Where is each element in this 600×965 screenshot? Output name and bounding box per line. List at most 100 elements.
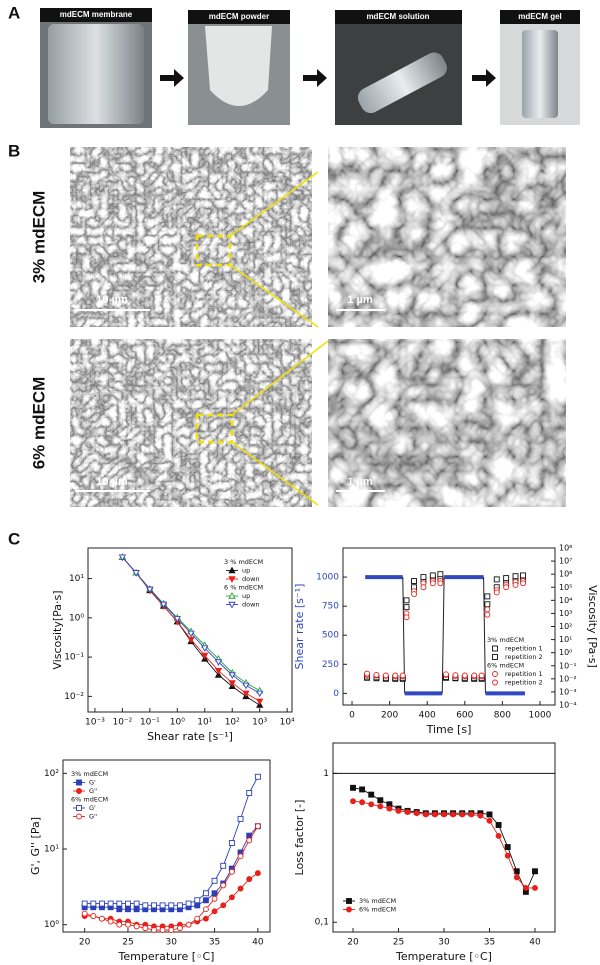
data-point bbox=[256, 690, 264, 698]
x-tick-label: 200 bbox=[381, 711, 398, 721]
data-point bbox=[373, 671, 380, 678]
data-point bbox=[459, 811, 466, 818]
data-point bbox=[495, 822, 502, 828]
data-point bbox=[220, 862, 227, 869]
legend-label: down bbox=[242, 601, 260, 609]
x-tick-label: 20 bbox=[79, 938, 91, 948]
photo-object bbox=[48, 24, 144, 124]
step-label: mdECM solution bbox=[366, 12, 429, 21]
data-point bbox=[168, 927, 175, 933]
data-point bbox=[228, 894, 235, 901]
y2-tick-label: 10⁴ bbox=[559, 596, 572, 605]
x-tick-label: 10⁻² bbox=[112, 718, 132, 728]
zoom-line bbox=[231, 441, 319, 506]
step-label: mdECM powder bbox=[209, 12, 269, 21]
data-point bbox=[211, 890, 218, 897]
legend-marker bbox=[346, 906, 352, 913]
panel-label: A bbox=[8, 3, 20, 22]
arrow bbox=[472, 69, 496, 87]
zoom-line bbox=[229, 171, 319, 237]
data-point bbox=[228, 840, 235, 846]
legend-marker bbox=[76, 813, 82, 820]
data-point bbox=[201, 652, 209, 660]
x-tick-label: 10⁻¹ bbox=[140, 718, 160, 728]
y2-tick-label: 10⁻¹ bbox=[559, 661, 577, 670]
legend-label: 6% mdECM bbox=[359, 906, 396, 914]
y-tick-label: 10⁻² bbox=[64, 692, 84, 702]
series-line bbox=[352, 787, 536, 893]
data-point bbox=[403, 604, 410, 611]
data-point bbox=[256, 698, 264, 706]
legend-label: up bbox=[242, 592, 250, 600]
data-point bbox=[116, 900, 123, 907]
y2-tick-label: 10⁻³ bbox=[559, 687, 577, 696]
x-tick-label: 40 bbox=[252, 938, 264, 948]
sem-image bbox=[328, 147, 566, 327]
x-axis-label: Temperature [◦C] bbox=[395, 950, 492, 963]
legend-marker bbox=[228, 576, 236, 583]
data-point bbox=[90, 913, 97, 919]
sem-image bbox=[328, 339, 566, 507]
y-axis-label: Loss factor [-] bbox=[293, 800, 306, 876]
y2-tick-label: 10² bbox=[559, 622, 572, 631]
legend-label: repetition 2 bbox=[505, 679, 543, 687]
legend-label: up bbox=[242, 567, 250, 575]
data-point bbox=[99, 915, 105, 922]
data-point bbox=[504, 844, 511, 851]
y-tick-label: 10⁻¹ bbox=[64, 653, 84, 663]
data-point bbox=[125, 921, 131, 928]
data-point bbox=[220, 882, 227, 889]
y-tick-label: 500 bbox=[322, 631, 339, 641]
data-point bbox=[413, 810, 420, 817]
legend-marker bbox=[492, 654, 498, 660]
data-point bbox=[437, 571, 444, 578]
data-point bbox=[118, 554, 127, 562]
legend-label: G'' bbox=[89, 787, 98, 795]
data-point bbox=[254, 870, 261, 877]
data-point bbox=[187, 630, 195, 638]
y2-tick-label: 10⁵ bbox=[559, 583, 572, 592]
data-point bbox=[194, 915, 201, 922]
data-point bbox=[359, 799, 366, 806]
data-point bbox=[99, 900, 105, 907]
x-axis-label: Temperature [◦C] bbox=[118, 950, 215, 963]
x-tick-label: 10⁻³ bbox=[85, 718, 105, 728]
data-point bbox=[159, 601, 168, 609]
legend-group: 6% mdECM bbox=[71, 796, 108, 804]
x-tick-label: 35 bbox=[209, 938, 220, 948]
data-point bbox=[382, 672, 389, 679]
data-point bbox=[420, 584, 427, 591]
data-point bbox=[403, 614, 410, 621]
data-point bbox=[450, 811, 457, 818]
data-point bbox=[107, 918, 114, 925]
legend-marker bbox=[228, 601, 236, 609]
data-point bbox=[133, 900, 140, 907]
x-tick-label: 30 bbox=[166, 938, 178, 948]
x-tick-label: 30 bbox=[438, 938, 450, 948]
data-point bbox=[429, 580, 436, 587]
data-point bbox=[431, 811, 438, 818]
data-point bbox=[159, 927, 166, 933]
photo-caption-bar bbox=[40, 8, 152, 22]
y-tick-label: 1 bbox=[323, 769, 329, 779]
data-point bbox=[520, 572, 526, 579]
data-point bbox=[532, 868, 538, 875]
data-point bbox=[237, 885, 244, 892]
x-tick-label: 35 bbox=[484, 938, 495, 948]
data-point bbox=[228, 868, 235, 875]
arrow bbox=[303, 69, 327, 87]
x-axis-label: Shear rate [s⁻¹] bbox=[147, 730, 233, 743]
row-label: 3% mdECM bbox=[29, 191, 48, 284]
data-point bbox=[411, 578, 417, 584]
data-point bbox=[532, 884, 538, 891]
data-point bbox=[486, 811, 493, 818]
legend-marker bbox=[492, 679, 498, 686]
data-point bbox=[368, 791, 375, 798]
data-point bbox=[359, 786, 366, 793]
data-point bbox=[350, 798, 356, 805]
x-tick-label: 25 bbox=[122, 938, 133, 948]
data-point bbox=[194, 897, 201, 904]
data-point bbox=[486, 817, 493, 824]
data-point bbox=[214, 668, 223, 675]
x-tick-label: 400 bbox=[419, 711, 436, 721]
